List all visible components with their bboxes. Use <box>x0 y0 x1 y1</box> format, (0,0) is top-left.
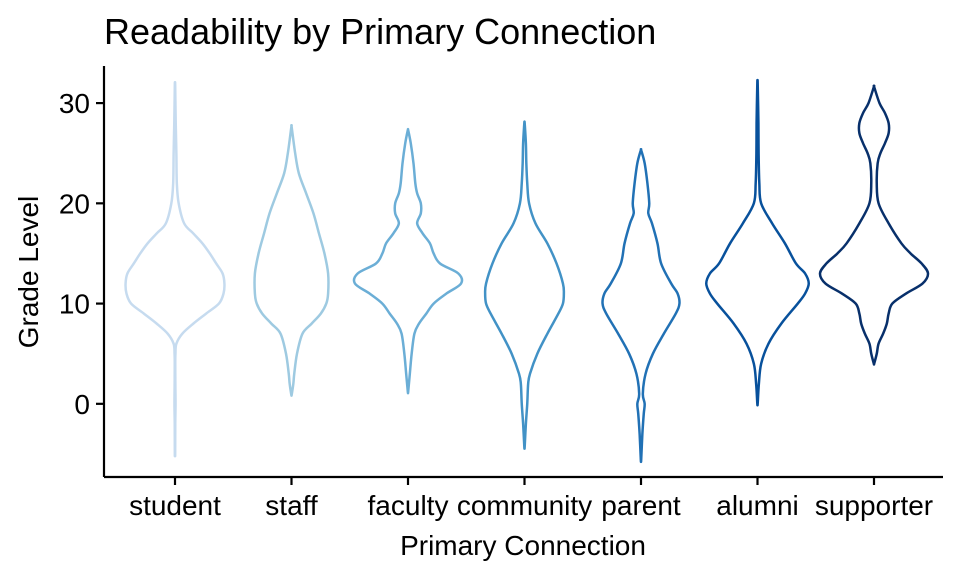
violin-supporter <box>818 84 930 366</box>
x-axis-title: Primary Connection <box>400 530 646 561</box>
x-tick-label: faculty <box>368 490 449 521</box>
violin-faculty <box>352 127 464 395</box>
plot-area: 0 10 20 30 student staff faculty community paren… <box>59 66 943 521</box>
y-axis-title: Grade Level <box>13 196 44 349</box>
x-tick-label: alumni <box>716 490 798 521</box>
y-tick-label: 20 <box>59 188 90 219</box>
x-tick-label: parent <box>601 490 681 521</box>
violin-student <box>124 81 226 458</box>
y-tick-label: 0 <box>74 389 90 420</box>
x-tick-label: student <box>129 490 221 521</box>
x-tick-label: community <box>457 490 592 521</box>
violin-alumni <box>705 78 810 407</box>
violin-staff <box>253 123 330 397</box>
x-tick-label: supporter <box>815 490 933 521</box>
violin-community <box>483 120 566 450</box>
y-tick-label: 10 <box>59 289 90 320</box>
chart-title: Readability by Primary Connection <box>104 11 656 52</box>
y-tick-label: 30 <box>59 88 90 119</box>
violin-parent <box>601 147 681 464</box>
x-tick-label: staff <box>265 490 318 521</box>
